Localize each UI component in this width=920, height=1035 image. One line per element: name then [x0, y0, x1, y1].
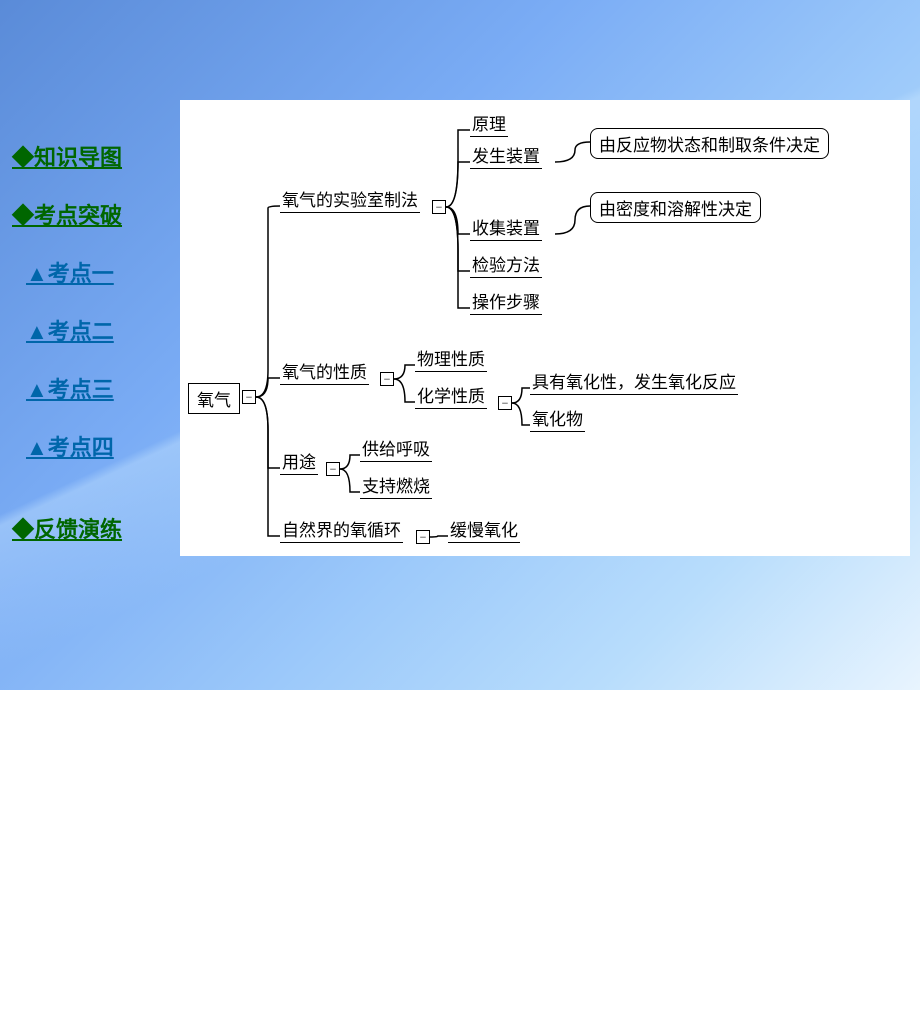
connector-lines: [180, 100, 910, 556]
leaf-chemical: 化学性质: [415, 382, 487, 409]
branch-properties: 氧气的性质: [280, 358, 369, 385]
nav-point-1[interactable]: ▲考点一: [26, 256, 172, 288]
node-root: 氧气: [188, 383, 240, 414]
leaf-oxide: 氧化物: [530, 405, 585, 432]
leaf-collection: 收集装置: [470, 214, 542, 241]
leaf-generator: 发生装置: [470, 142, 542, 169]
nav-point-3[interactable]: ▲考点三: [26, 372, 172, 404]
collapse-uses[interactable]: [326, 462, 340, 476]
branch-cycle: 自然界的氧循环: [280, 516, 403, 543]
mindmap-diagram: 氧气 氧气的实验室制法 原理 发生装置 由反应物状态和制取条件决定 收集装置 由…: [180, 100, 910, 556]
nav-feedback[interactable]: ◆反馈演练: [12, 512, 172, 544]
leaf-principle: 原理: [470, 110, 508, 137]
branch-uses: 用途: [280, 448, 318, 475]
nav-knowledge-map[interactable]: ◆知识导图: [12, 140, 172, 172]
branch-lab-prep: 氧气的实验室制法: [280, 186, 420, 213]
leaf-test-method: 检验方法: [470, 251, 542, 278]
nav-exam-points[interactable]: ◆考点突破: [12, 198, 172, 230]
nav-point-2[interactable]: ▲考点二: [26, 314, 172, 346]
sidebar-nav: ◆知识导图 ◆考点突破 ▲考点一 ▲考点二 ▲考点三 ▲考点四 ◆反馈演练: [12, 140, 172, 570]
leaf-procedure: 操作步骤: [470, 288, 542, 315]
leaf-combustion: 支持燃烧: [360, 472, 432, 499]
collapse-lab-prep[interactable]: [432, 200, 446, 214]
nav-point-4[interactable]: ▲考点四: [26, 430, 172, 462]
collapse-cycle[interactable]: [416, 530, 430, 544]
collapse-properties[interactable]: [380, 372, 394, 386]
callout-generator: 由反应物状态和制取条件决定: [590, 128, 829, 159]
callout-collection: 由密度和溶解性决定: [590, 192, 761, 223]
collapse-chemical[interactable]: [498, 396, 512, 410]
leaf-breathing: 供给呼吸: [360, 435, 432, 462]
leaf-slow-oxidation: 缓慢氧化: [448, 516, 520, 543]
leaf-physical: 物理性质: [415, 345, 487, 372]
leaf-oxidation: 具有氧化性，发生氧化反应: [530, 368, 738, 395]
collapse-root[interactable]: [242, 390, 256, 404]
